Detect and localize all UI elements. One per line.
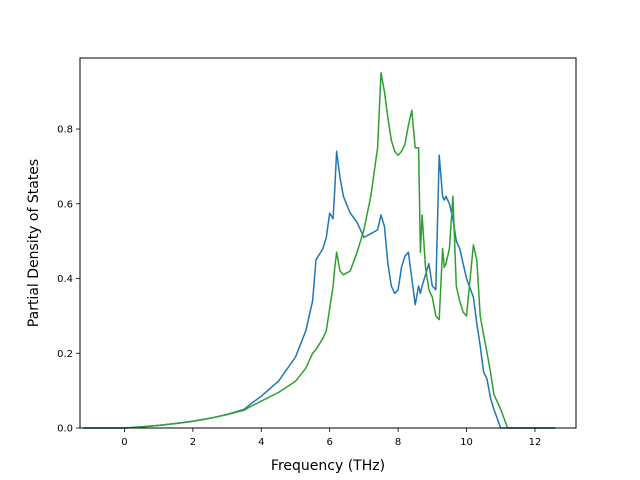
x-tick-label: 0 [121,437,127,448]
x-tick-label: 12 [529,437,542,448]
y-tick-label: 0.4 [57,274,73,285]
x-axis-label: Frequency (THz) [271,458,385,474]
x-axis-ticks: 0 2 4 6 8 10 12 [121,428,541,448]
y-tick-label: 0.8 [57,125,73,136]
y-tick-label: 0.6 [57,199,73,210]
x-tick-label: 2 [190,437,196,448]
x-tick-label: 8 [395,437,401,448]
y-tick-label: 0.0 [57,424,73,435]
series-line-2 [83,72,556,429]
series-line-1 [83,150,556,429]
axes-frame [79,57,577,429]
x-tick-label: 6 [327,437,333,448]
y-axis-label: Partial Density of States [26,159,42,327]
x-tick-label: 10 [460,437,473,448]
plot-lines [83,72,556,429]
x-tick-label: 4 [258,437,264,448]
y-axis-ticks: 0.0 0.2 0.4 0.6 0.8 [57,125,80,435]
y-tick-label: 0.2 [57,349,73,360]
